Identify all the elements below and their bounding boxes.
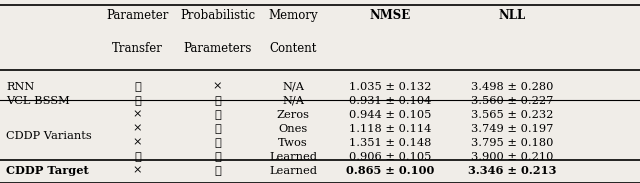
Text: 1.351 ± 0.148: 1.351 ± 0.148 xyxy=(349,138,431,147)
Text: Zeros: Zeros xyxy=(276,110,310,119)
Text: N/A: N/A xyxy=(282,82,304,92)
Text: Probabilistic: Probabilistic xyxy=(180,9,255,22)
Text: ×: × xyxy=(133,110,142,119)
Text: ×: × xyxy=(133,138,142,147)
Text: RNN: RNN xyxy=(6,82,35,92)
Text: ✓: ✓ xyxy=(214,152,221,162)
Text: Content: Content xyxy=(269,42,317,55)
Text: ✓: ✓ xyxy=(214,110,221,119)
Text: 1.118 ± 0.114: 1.118 ± 0.114 xyxy=(349,124,431,134)
Text: 0.931 ± 0.104: 0.931 ± 0.104 xyxy=(349,96,431,106)
Text: Learned: Learned xyxy=(269,152,317,162)
Text: 0.944 ± 0.105: 0.944 ± 0.105 xyxy=(349,110,431,119)
Text: 1.035 ± 0.132: 1.035 ± 0.132 xyxy=(349,82,431,92)
Text: ✓: ✓ xyxy=(134,82,141,92)
Text: N/A: N/A xyxy=(282,96,304,106)
Text: 3.749 ± 0.197: 3.749 ± 0.197 xyxy=(471,124,553,134)
Text: Memory: Memory xyxy=(268,9,318,22)
Text: Learned: Learned xyxy=(269,165,317,175)
Text: 0.906 ± 0.105: 0.906 ± 0.105 xyxy=(349,152,431,162)
Text: ✓: ✓ xyxy=(214,165,221,175)
Text: ✓: ✓ xyxy=(214,138,221,147)
Text: 3.346 ± 0.213: 3.346 ± 0.213 xyxy=(468,165,556,176)
Text: 3.565 ± 0.232: 3.565 ± 0.232 xyxy=(471,110,553,119)
Text: ×: × xyxy=(213,82,222,92)
Text: 0.865 ± 0.100: 0.865 ± 0.100 xyxy=(346,165,435,176)
Text: Parameter: Parameter xyxy=(106,9,169,22)
Text: 3.498 ± 0.280: 3.498 ± 0.280 xyxy=(471,82,553,92)
Text: Transfer: Transfer xyxy=(112,42,163,55)
Text: Twos: Twos xyxy=(278,138,308,147)
Text: Parameters: Parameters xyxy=(184,42,252,55)
Text: ✓: ✓ xyxy=(134,152,141,162)
Text: Ones: Ones xyxy=(278,124,308,134)
Text: ✓: ✓ xyxy=(214,124,221,134)
Text: ✓: ✓ xyxy=(134,96,141,106)
Text: NMSE: NMSE xyxy=(370,9,411,22)
Text: CDDP Variants: CDDP Variants xyxy=(6,130,92,141)
Text: VCL-BSSM: VCL-BSSM xyxy=(6,96,70,106)
Text: CDDP Target: CDDP Target xyxy=(6,165,89,176)
Text: ×: × xyxy=(133,165,142,175)
Text: 3.560 ± 0.227: 3.560 ± 0.227 xyxy=(471,96,553,106)
Text: 3.900 ± 0.210: 3.900 ± 0.210 xyxy=(471,152,553,162)
Text: ✓: ✓ xyxy=(214,96,221,106)
Text: 3.795 ± 0.180: 3.795 ± 0.180 xyxy=(471,138,553,147)
Text: ×: × xyxy=(133,124,142,134)
Text: NLL: NLL xyxy=(499,9,525,22)
